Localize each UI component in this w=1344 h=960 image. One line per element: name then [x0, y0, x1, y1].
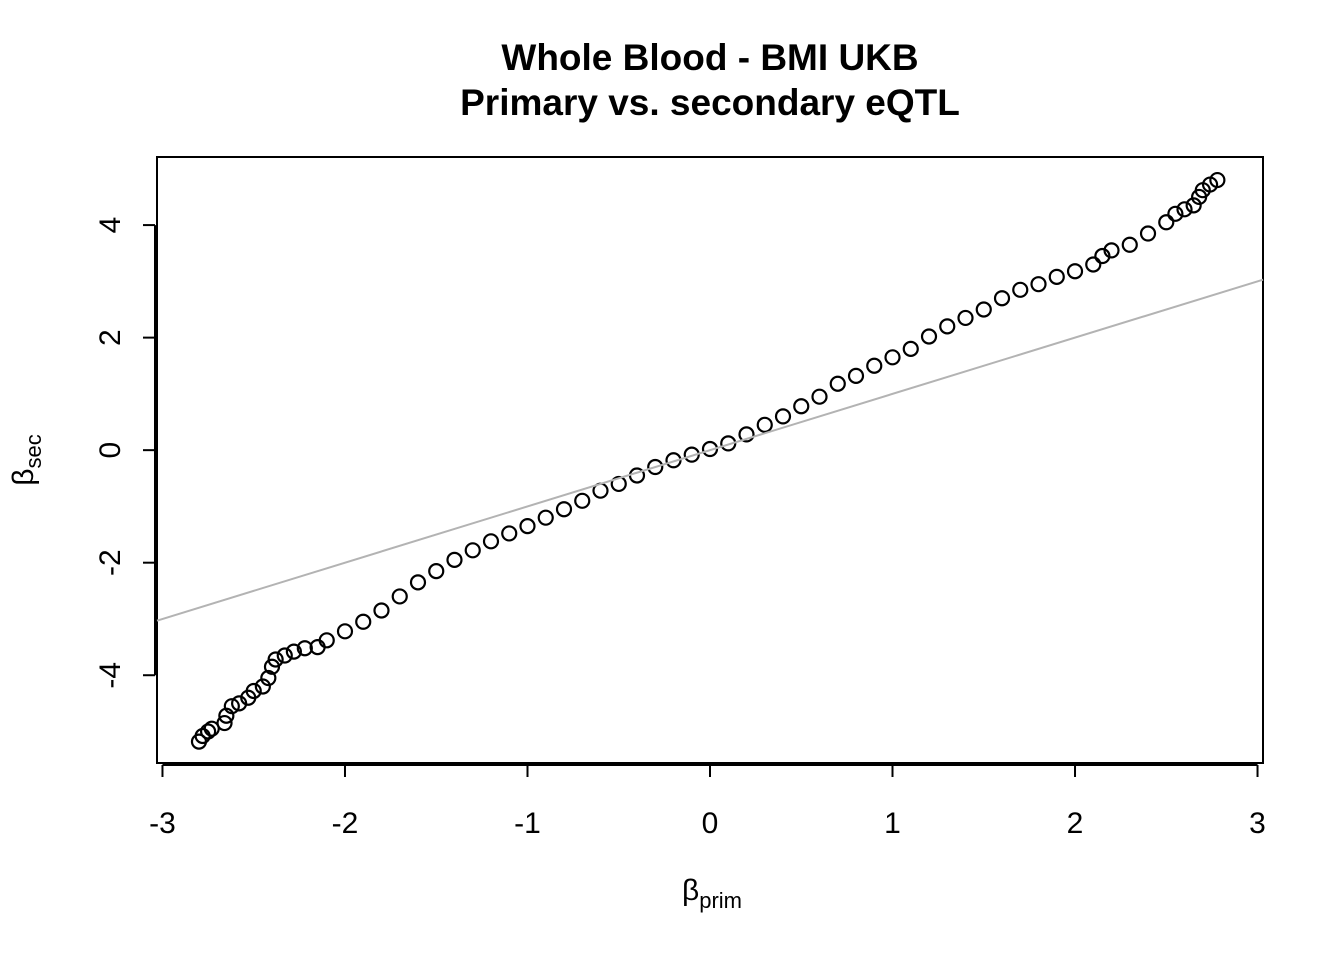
- point: [285, 643, 302, 660]
- point: [847, 367, 865, 384]
- point: [464, 542, 481, 559]
- x-tick-label: -1: [514, 807, 541, 840]
- point: [610, 475, 627, 493]
- reference-line: [156, 278, 1264, 622]
- point: [501, 525, 518, 542]
- point: [428, 563, 445, 580]
- point: [829, 375, 846, 392]
- point: [318, 632, 335, 649]
- x-tick-label: -2: [332, 807, 359, 840]
- point: [537, 509, 554, 526]
- y-tick-label: -2: [94, 549, 127, 576]
- point: [391, 588, 408, 605]
- x-tick-label: -3: [149, 807, 176, 840]
- point: [884, 349, 901, 366]
- point: [1066, 263, 1084, 280]
- point: [1167, 205, 1184, 222]
- point: [774, 408, 792, 425]
- point: [1048, 268, 1065, 285]
- point: [1209, 171, 1226, 189]
- point: [200, 723, 217, 740]
- point: [811, 388, 828, 405]
- point: [446, 551, 463, 568]
- chart-subtitle: Primary vs. secondary eQTL: [460, 82, 960, 123]
- x-tick-label: 0: [702, 807, 719, 840]
- point: [957, 309, 974, 327]
- point: [902, 340, 919, 357]
- y-tick-label: 4: [94, 217, 127, 234]
- x-axis-subscript: prim: [699, 888, 742, 913]
- x-tick-label: 1: [884, 807, 901, 840]
- point: [267, 651, 284, 668]
- x-axis-label: βprim: [682, 874, 742, 913]
- point: [296, 640, 313, 657]
- point: [1012, 281, 1029, 298]
- point: [738, 426, 755, 443]
- point: [223, 698, 240, 715]
- point: [482, 533, 500, 550]
- point: [574, 492, 591, 509]
- point: [373, 602, 390, 619]
- point: [216, 714, 233, 732]
- point: [920, 328, 938, 345]
- point: [355, 613, 372, 630]
- point: [245, 682, 262, 700]
- point: [647, 458, 664, 476]
- y-axis-label: βsec: [7, 434, 46, 486]
- chart-title: Whole Blood - BMI UKB: [501, 37, 918, 78]
- y-axis-symbol: β: [7, 468, 40, 485]
- point: [939, 318, 956, 335]
- x-tick-label: 3: [1249, 807, 1266, 840]
- point: [1158, 214, 1175, 231]
- y-tick-label: 0: [94, 442, 127, 459]
- point: [1030, 276, 1047, 293]
- point: [993, 290, 1011, 307]
- point: [1185, 197, 1202, 214]
- y-axis-subscript: sec: [21, 434, 46, 468]
- point: [1103, 242, 1120, 259]
- point: [866, 357, 883, 374]
- point: [409, 574, 427, 591]
- y-tick-label: -4: [94, 662, 127, 689]
- point: [519, 518, 536, 535]
- point: [975, 301, 992, 318]
- point: [260, 669, 277, 687]
- point: [254, 678, 271, 695]
- point: [793, 398, 810, 415]
- point: [756, 416, 773, 433]
- x-tick-label: 2: [1067, 807, 1084, 840]
- point: [276, 647, 293, 664]
- point: [555, 501, 573, 518]
- y-tick-label: 2: [94, 329, 127, 346]
- point: [1176, 201, 1193, 218]
- point: [1121, 236, 1138, 253]
- point: [1085, 256, 1102, 273]
- point: [1139, 225, 1157, 242]
- x-axis-symbol: β: [682, 874, 699, 907]
- point: [336, 623, 354, 640]
- plot-frame: [156, 156, 1264, 764]
